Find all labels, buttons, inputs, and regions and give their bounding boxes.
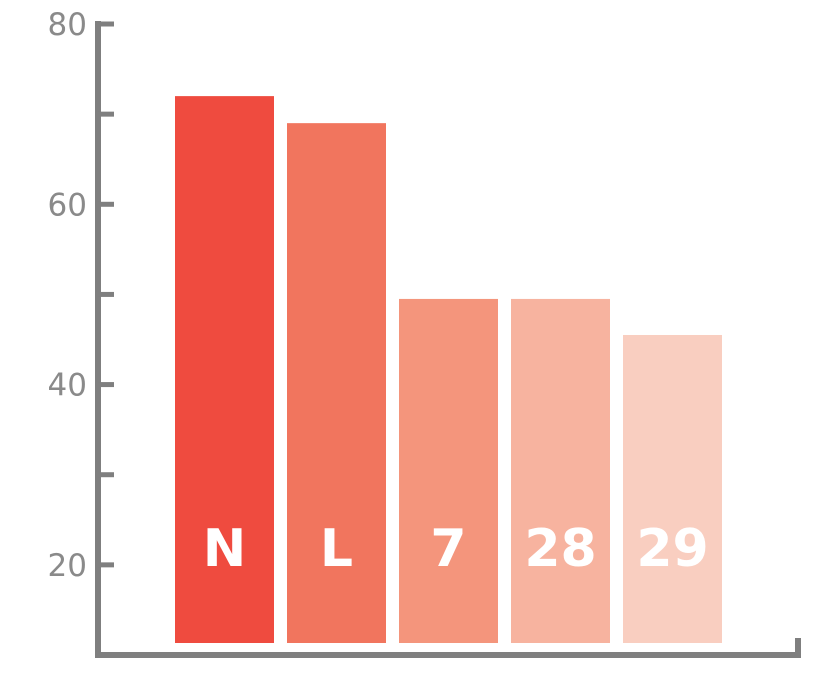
bars-group [175,96,722,644]
y-tick-label-40: 40 [48,368,87,404]
bar-labels-group: N L 7 28 29 [203,519,709,579]
bar-28 [511,298,610,643]
y-tick-label-60: 60 [48,187,87,223]
bar-label-28: 28 [524,519,596,579]
y-tick-label-80: 80 [48,7,87,43]
y-tick-label-20: 20 [48,548,87,584]
bar-label-N: N [203,519,247,579]
bar-29 [623,334,722,643]
bar-label-29: 29 [636,519,708,579]
bar-L [287,123,386,643]
bar-7 [399,298,498,643]
axis-line [95,21,801,658]
bar-label-L: L [320,519,353,579]
bar-label-7: 7 [430,519,466,579]
ticks-group [98,21,114,568]
axes-group [95,21,801,658]
tick-labels-group: 20 40 60 80 [48,7,87,584]
bar-N [175,96,274,644]
